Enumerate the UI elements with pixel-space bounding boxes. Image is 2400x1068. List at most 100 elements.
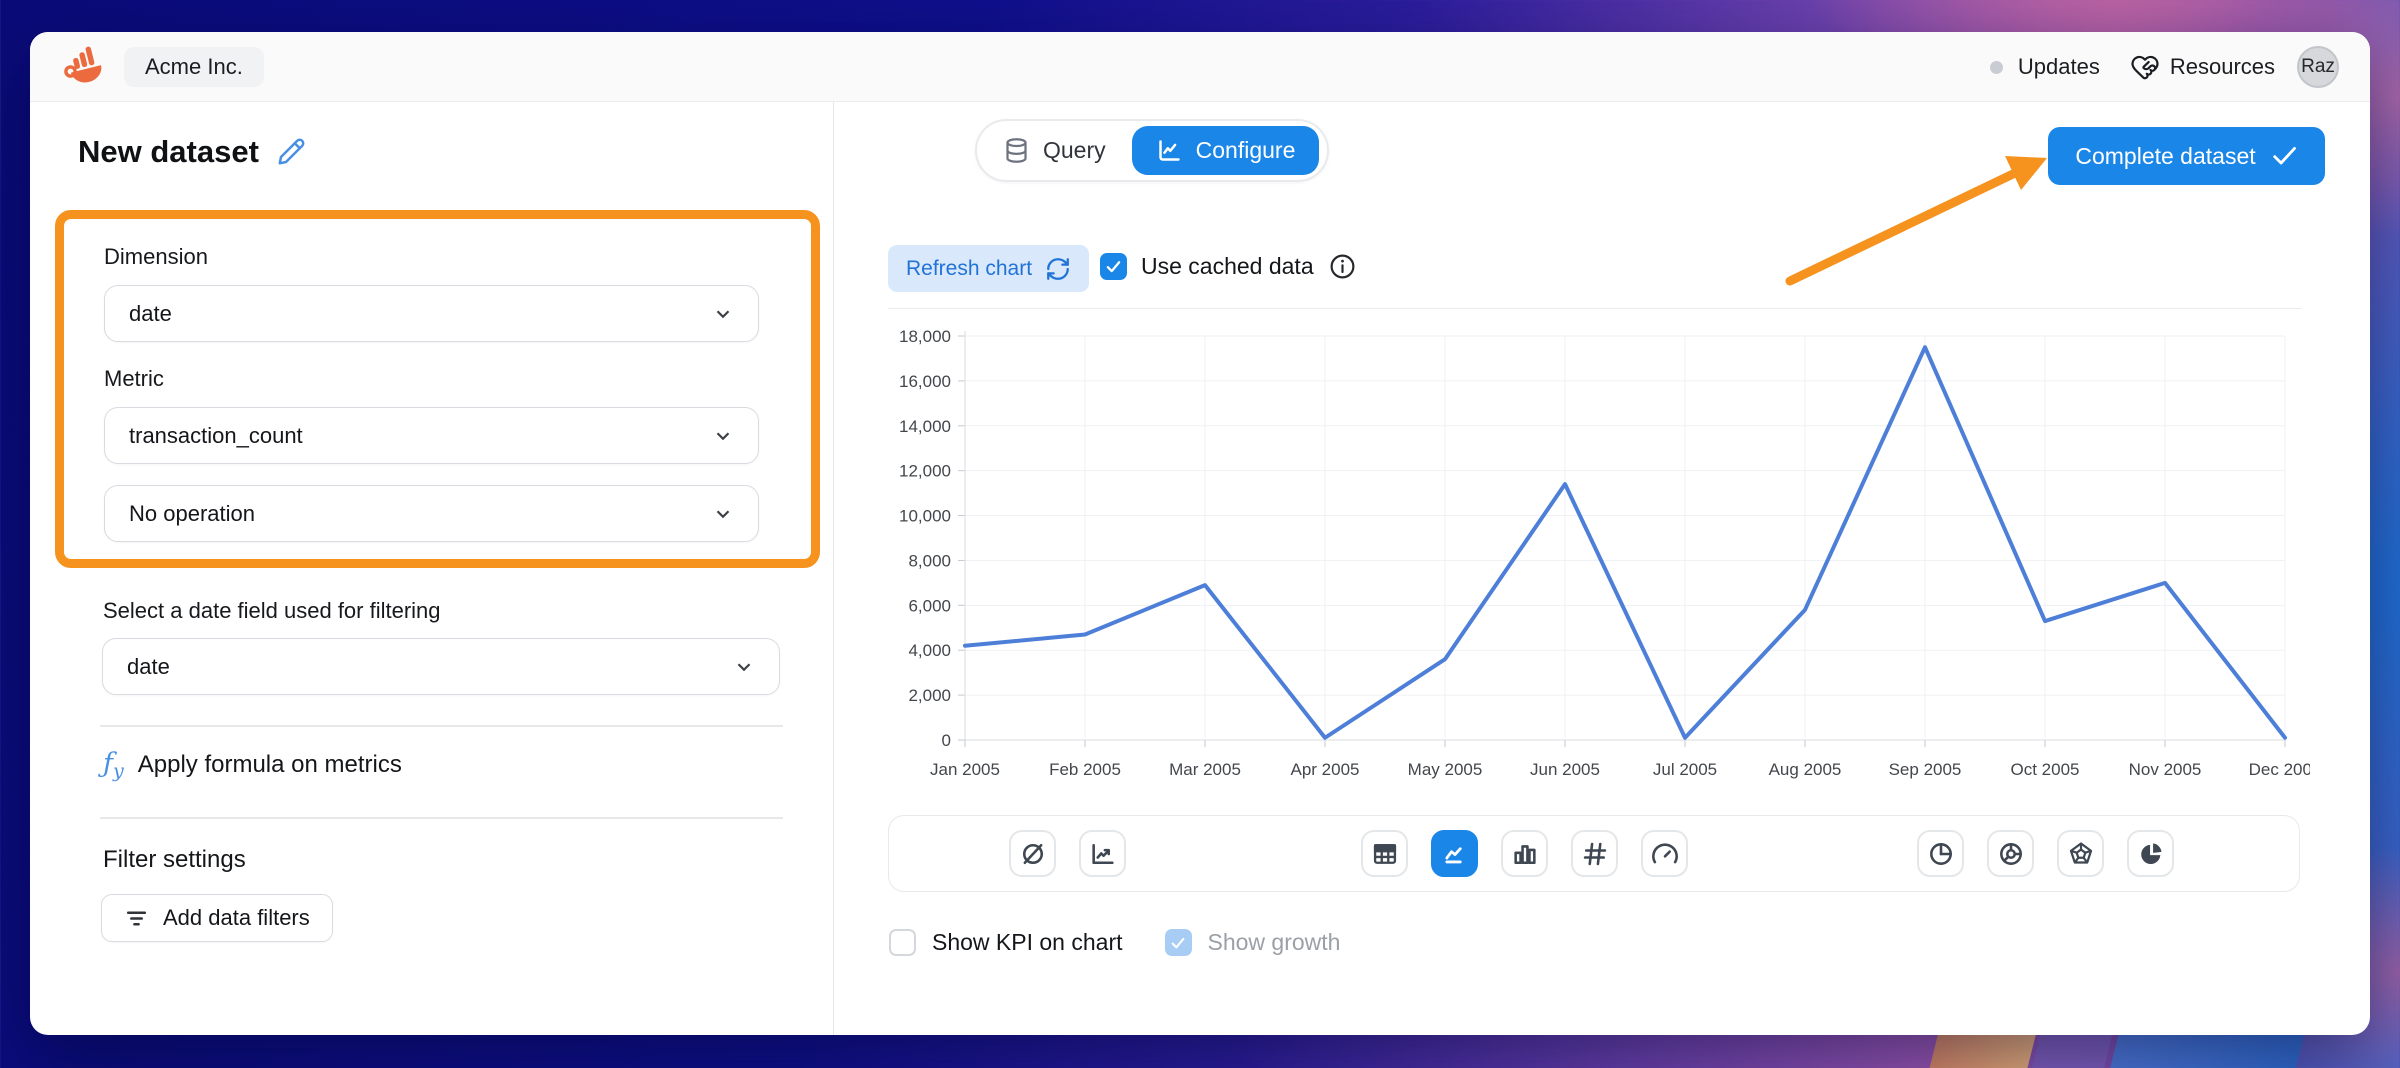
refresh-chart-label: Refresh chart bbox=[906, 256, 1033, 280]
chart-type-toolbar bbox=[888, 815, 2300, 892]
no-chart-icon bbox=[1022, 843, 1043, 864]
date-field-value: date bbox=[127, 653, 170, 679]
svg-text:Mar 2005: Mar 2005 bbox=[1169, 760, 1241, 779]
svg-text:Jul 2005: Jul 2005 bbox=[1653, 760, 1717, 779]
chart-type-pie-filled-button[interactable] bbox=[2127, 830, 2174, 877]
annotation-arrow bbox=[1785, 156, 2047, 286]
show-growth-checkbox[interactable] bbox=[1164, 929, 1192, 956]
number-hash-icon bbox=[1583, 842, 1606, 865]
tab-configure[interactable]: Configure bbox=[1131, 126, 1320, 175]
svg-text:Nov 2005: Nov 2005 bbox=[2129, 760, 2202, 779]
filter-icon bbox=[126, 911, 147, 925]
svg-text:4,000: 4,000 bbox=[908, 641, 951, 660]
add-data-filters-button[interactable]: Add data filters bbox=[101, 894, 333, 942]
info-icon[interactable] bbox=[1328, 252, 1357, 281]
nav-resources[interactable]: Resources bbox=[2169, 54, 2275, 79]
database-icon bbox=[1006, 138, 1027, 163]
chart-type-donut-button[interactable] bbox=[1987, 830, 2034, 877]
tab-query-label: Query bbox=[1043, 137, 1106, 163]
bar-chart-icon bbox=[1513, 844, 1536, 864]
refresh-icon bbox=[1047, 257, 1069, 280]
show-kpi-checkbox[interactable] bbox=[889, 929, 916, 956]
chart-type-none-button[interactable] bbox=[1009, 830, 1056, 877]
updates-dot-icon bbox=[1989, 60, 2003, 74]
check-icon bbox=[1171, 937, 1185, 948]
app-window: Acme Inc. Updates Resources Raz New data… bbox=[30, 32, 2370, 1035]
dimension-label: Dimension bbox=[104, 244, 208, 269]
panel-divider bbox=[833, 102, 834, 1035]
date-field-select[interactable]: date bbox=[102, 638, 780, 695]
svg-text:Aug 2005: Aug 2005 bbox=[1769, 760, 1842, 779]
nav-updates[interactable]: Updates bbox=[2017, 54, 2100, 79]
check-icon bbox=[1106, 261, 1121, 273]
metric-select[interactable]: transaction_count bbox=[104, 407, 759, 464]
show-kpi-label: Show KPI on chart bbox=[932, 929, 1123, 955]
avatar-initials: Raz bbox=[2301, 56, 2335, 77]
svg-text:Jan 2005: Jan 2005 bbox=[930, 760, 1000, 779]
app-logo-icon[interactable] bbox=[62, 44, 108, 90]
pie-slice-icon bbox=[2140, 842, 2161, 864]
line-chart: 0 2,000 4,000 6,000 8,000 10,000 12,000 14,000 1… bbox=[899, 327, 2310, 779]
operation-select[interactable]: No operation bbox=[104, 485, 759, 542]
svg-text:Feb 2005: Feb 2005 bbox=[1049, 760, 1121, 779]
chart-type-bar-button[interactable] bbox=[1501, 830, 1548, 877]
svg-text:8,000: 8,000 bbox=[908, 551, 951, 570]
date-field-label: Select a date field used for filtering bbox=[103, 598, 441, 623]
svg-text:0: 0 bbox=[942, 731, 951, 750]
add-data-filters-label: Add data filters bbox=[163, 905, 310, 930]
chart-type-table-button[interactable] bbox=[1361, 830, 1408, 877]
complete-dataset-button[interactable]: Complete dataset bbox=[2048, 127, 2325, 185]
chart-line-icon bbox=[1158, 140, 1180, 161]
chevron-down-icon bbox=[737, 662, 751, 671]
svg-text:14,000: 14,000 bbox=[899, 417, 951, 436]
svg-text:May 2005: May 2005 bbox=[1408, 760, 1483, 779]
divider bbox=[100, 725, 783, 727]
chart-type-trend-button[interactable] bbox=[1079, 830, 1126, 877]
chart-type-gauge-button[interactable] bbox=[1641, 830, 1688, 877]
chart-type-line-button[interactable] bbox=[1431, 830, 1478, 877]
metric-value: transaction_count bbox=[129, 422, 303, 448]
radar-chart-icon bbox=[2069, 841, 2092, 864]
apply-formula-button[interactable]: ƒy Apply formula on metrics bbox=[103, 748, 402, 782]
check-icon bbox=[2272, 147, 2296, 165]
edit-pencil-icon[interactable] bbox=[276, 137, 306, 167]
use-cached-data-label: Use cached data bbox=[1141, 253, 1314, 279]
top-navbar: Acme Inc. Updates Resources Raz bbox=[30, 32, 2370, 102]
page-title: New dataset bbox=[78, 134, 259, 169]
svg-text:Dec 2005: Dec 2005 bbox=[2249, 760, 2310, 779]
chart-type-pie-button[interactable] bbox=[1917, 830, 1964, 877]
divider bbox=[100, 817, 783, 819]
tab-query[interactable]: Query bbox=[985, 137, 1132, 164]
view-toggle: Query Configure bbox=[975, 119, 1330, 182]
dimension-value: date bbox=[129, 300, 172, 326]
apply-formula-label: Apply formula on metrics bbox=[137, 751, 402, 778]
chart-type-number-button[interactable] bbox=[1571, 830, 1618, 877]
svg-text:Oct 2005: Oct 2005 bbox=[2011, 760, 2080, 779]
chart-type-radar-button[interactable] bbox=[2057, 830, 2104, 877]
refresh-chart-button[interactable]: Refresh chart bbox=[888, 245, 1090, 292]
gauge-icon bbox=[1651, 842, 1678, 863]
svg-text:Sep 2005: Sep 2005 bbox=[1889, 760, 1962, 779]
filter-settings-heading: Filter settings bbox=[103, 846, 246, 873]
donut-chart-icon bbox=[1999, 842, 2022, 865]
table-icon bbox=[1373, 843, 1396, 864]
svg-text:12,000: 12,000 bbox=[899, 462, 951, 481]
pie-chart-icon bbox=[1929, 842, 1952, 865]
chevron-down-icon bbox=[716, 431, 730, 440]
company-selector[interactable]: Acme Inc. bbox=[124, 47, 264, 87]
show-growth-label: Show growth bbox=[1207, 929, 1341, 955]
chevron-down-icon bbox=[716, 509, 730, 518]
svg-text:Apr 2005: Apr 2005 bbox=[1291, 760, 1360, 779]
use-cached-data-checkbox[interactable] bbox=[1100, 253, 1127, 280]
annotation-highlight-box: Dimension date Metric transaction_count … bbox=[55, 210, 820, 568]
tab-configure-label: Configure bbox=[1195, 137, 1296, 163]
trend-line-icon bbox=[1091, 843, 1114, 864]
heart-hands-icon bbox=[2131, 55, 2159, 80]
line-chart-icon bbox=[1444, 846, 1462, 863]
dimension-select[interactable]: date bbox=[104, 285, 759, 342]
divider bbox=[888, 308, 2302, 309]
user-avatar[interactable]: Raz bbox=[2297, 46, 2339, 88]
company-name: Acme Inc. bbox=[145, 54, 243, 79]
svg-text:Jun 2005: Jun 2005 bbox=[1530, 760, 1600, 779]
operation-value: No operation bbox=[129, 500, 255, 526]
